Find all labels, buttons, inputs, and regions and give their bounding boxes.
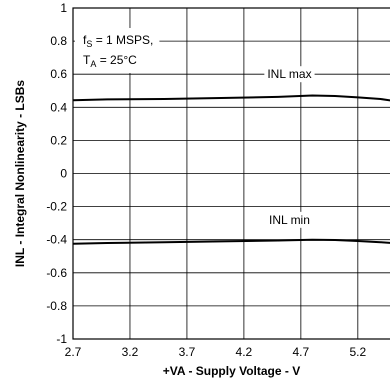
y-tick-label: 0.2 — [50, 133, 67, 147]
y-tick-label: 0.6 — [50, 67, 67, 81]
y-tick-label: 0 — [60, 167, 67, 181]
series-line-inl-min — [72, 238, 390, 245]
x-tick-label: 4.7 — [293, 345, 310, 359]
y-tick-label: -0.4 — [46, 233, 67, 247]
condition-temperature: TA = 25°C — [83, 53, 137, 69]
y-tick-label: -0.8 — [46, 299, 67, 313]
x-tick-label: 4.2 — [236, 345, 253, 359]
y-tick-label: 0.8 — [50, 34, 67, 48]
y-axis-title: INL - Integral Nonlinearity - LSBs — [13, 80, 27, 267]
x-axis-title: +VA - Supply Voltage - V — [163, 364, 300, 378]
condition-sample-rate: fS = 1 MSPS, — [83, 33, 153, 49]
y-tick-label: -1 — [56, 332, 67, 346]
x-tick-labels: 2.7 3.2 3.7 4.2 4.7 5.2 — [65, 345, 367, 359]
x-tick-label: 2.7 — [65, 345, 82, 359]
series-annotation-label: INL max — [267, 67, 311, 81]
series-annotation: INL min — [266, 211, 313, 228]
series-line-inl-max — [72, 94, 390, 102]
y-tick-label: -0.6 — [46, 266, 67, 280]
conditions-box: fS = 1 MSPS, TA = 25°C — [75, 28, 160, 73]
x-tick-label: 3.7 — [179, 345, 196, 359]
series-annotation: INL max — [264, 66, 315, 83]
x-tick-label: 3.2 — [122, 345, 139, 359]
y-tick-label: 1 — [60, 1, 67, 15]
y-tick-label: 0.4 — [50, 100, 67, 114]
plot-area-frame — [72, 7, 390, 340]
series-annotation-label: INL min — [269, 213, 310, 227]
series-layer — [72, 94, 390, 245]
y-tick-label: -0.2 — [46, 200, 67, 214]
y-tick-labels: -1 -0.8 -0.6 -0.4 -0.2 0 0.2 0.4 0.6 0.8 1 — [46, 1, 67, 346]
annotation-layer: INL max INL min — [264, 66, 315, 228]
x-tick-label: 5.2 — [349, 345, 366, 359]
